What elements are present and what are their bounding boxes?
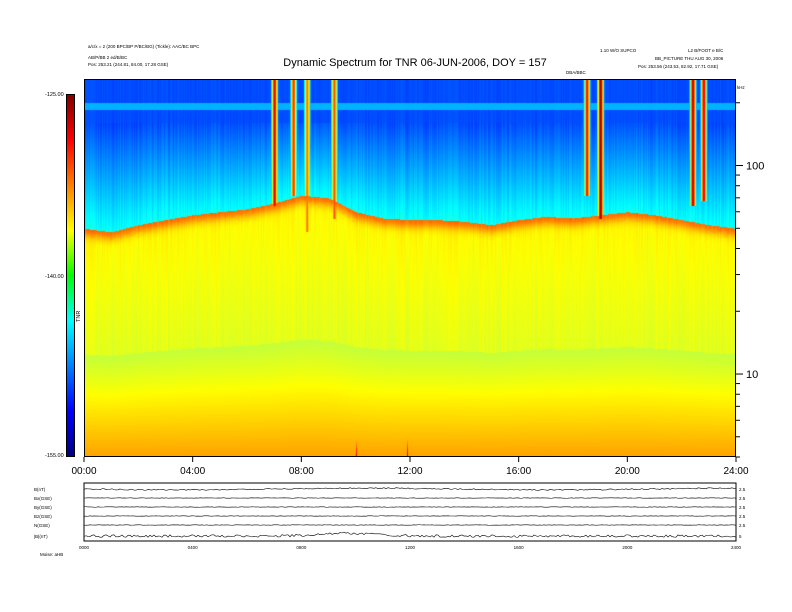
- chart-title: Dynamic Spectrum for TNR 06-JUN-2006, DO…: [283, 57, 547, 69]
- x-tick-label: 12:00: [397, 466, 422, 477]
- header-pos-right: Pos: 253.56 (243.53, 82.92, 17.71 GSE): [638, 64, 719, 69]
- x-tick-label: 00:00: [71, 466, 96, 477]
- bfield-row-label: Bx(GSE): [34, 496, 52, 501]
- bfield-x-tick-label: 2400: [731, 545, 742, 550]
- header-info-right2: BB_PICTURE THU AUG 30, 2006: [655, 56, 724, 61]
- colorbar-tick-min: -155.00: [45, 453, 64, 459]
- header-info-right1b: L2 B/FOOT e B/C: [688, 48, 724, 53]
- header-info-line2: AB/P/BB 2 ed/B/BC: [88, 55, 128, 60]
- bfield-row-scale: 5: [739, 534, 742, 539]
- bfield-x-tick-label: 1600: [514, 545, 525, 550]
- bfield-x-tick-label: 1200: [405, 545, 416, 550]
- bfield-row-label: B(nT): [34, 487, 46, 492]
- bfield-x-tick-label: 0000: [79, 545, 90, 550]
- bfield-row-label: By(GSE): [34, 505, 52, 510]
- x-tick-label: 04:00: [180, 466, 205, 477]
- x-tick-label: 24:00: [723, 466, 748, 477]
- header-pos-left: Pos: 253.21 (244.81, 84.00, 17.28 GSE): [88, 62, 169, 67]
- bfield-x-tick-label: 2000: [622, 545, 633, 550]
- bfield-x-tick-label: 0400: [188, 545, 199, 550]
- y-tick-label: 100: [746, 161, 764, 173]
- unit-corner-label: kHz: [737, 85, 745, 90]
- bfield-row-scale: 2.5: [739, 496, 746, 501]
- bfield-trace: [83, 497, 737, 499]
- bfield-row-scale: 2.5: [739, 514, 746, 519]
- bfield-x-tick-label: 0800: [296, 545, 307, 550]
- bfield-trace: [83, 506, 737, 508]
- colorbar: [66, 94, 75, 457]
- bfield-trace: [83, 531, 737, 538]
- header-info-right1: 1.10 W/O SUPCO: [600, 48, 637, 53]
- bfield-row-label: |B|(nT): [34, 534, 48, 539]
- bfield-row-label: N(GSE): [34, 523, 50, 528]
- colorbar-tick-mid: -140.00: [45, 274, 64, 280]
- y-tick-label: 10: [746, 369, 758, 381]
- bfield-trace: [83, 524, 737, 526]
- colorbar-tick-max: -125.00: [45, 92, 64, 98]
- x-tick-label: 16:00: [506, 466, 531, 477]
- bfield-row-label: Bz(GSE): [34, 514, 52, 519]
- bfield-row-scale: 2.5: [739, 505, 746, 510]
- bfield-frame: [83, 482, 737, 542]
- bfield-footer-label: Moise: aHB: [40, 552, 63, 557]
- x-tick-label: 20:00: [615, 466, 640, 477]
- spectrogram-heatmap: [84, 79, 736, 457]
- bfield-row-scale: 2.5: [739, 487, 746, 492]
- bfield-trace: [83, 487, 737, 491]
- x-tick-label: 08:00: [289, 466, 314, 477]
- header-info-line1: a/c/x = 2 (200 BPC/BP P/BC/BG) (Tickle):…: [88, 44, 200, 49]
- bfield-row-scale: 2.5: [739, 523, 746, 528]
- event-marker-label: DBA/BBC: [566, 70, 586, 75]
- bfield-trace: [83, 515, 737, 517]
